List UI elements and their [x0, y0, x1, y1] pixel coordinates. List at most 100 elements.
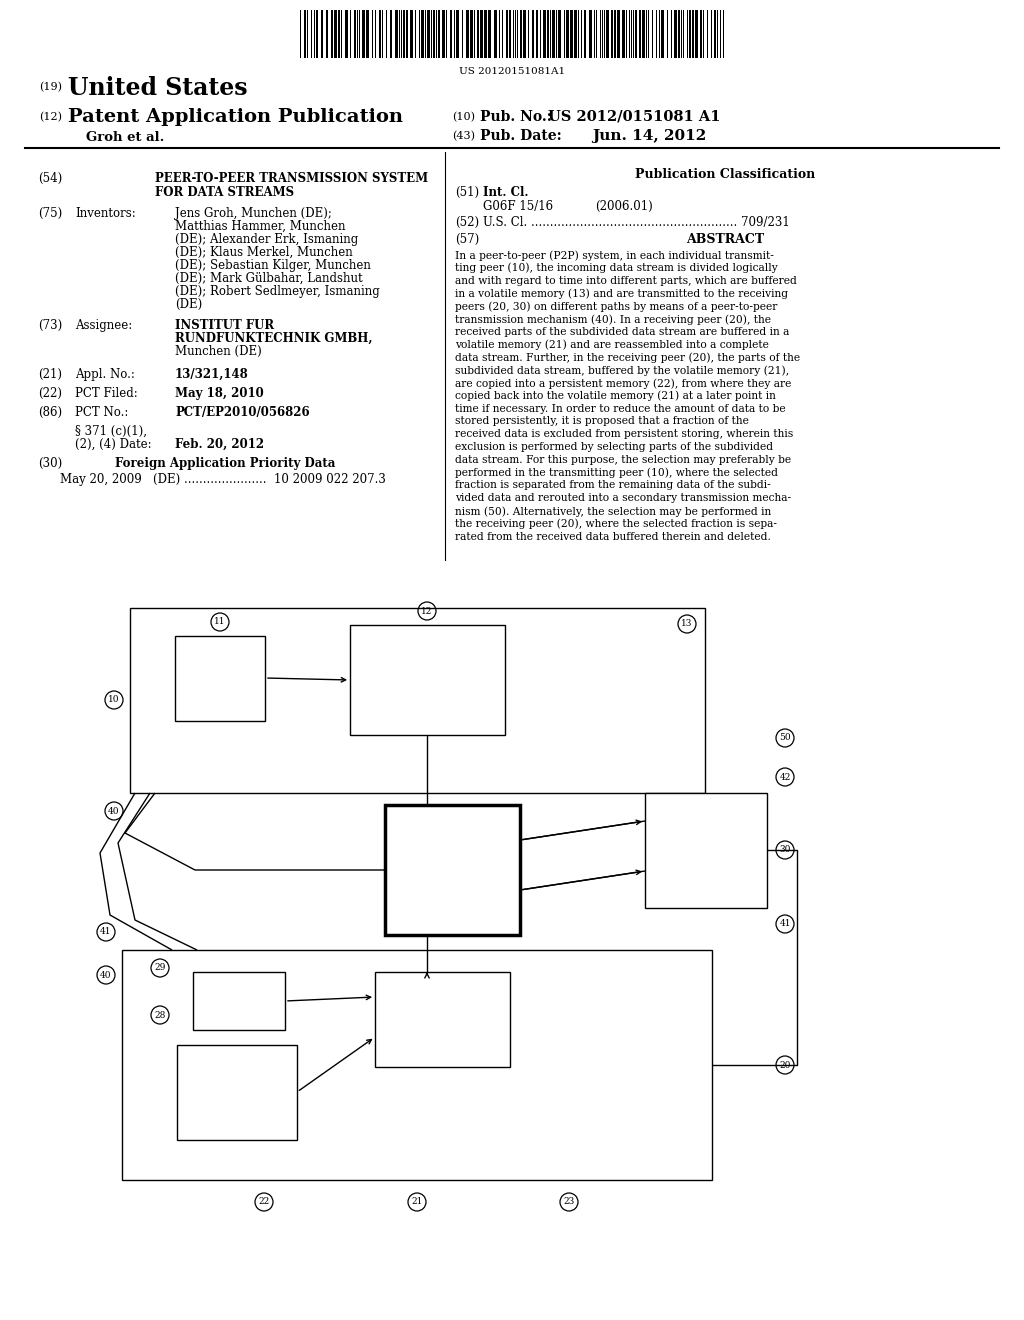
Bar	[503, 11, 506, 58]
Text: (57): (57)	[455, 234, 479, 246]
Bar	[376, 11, 379, 58]
Text: (51): (51)	[455, 186, 479, 199]
Bar	[614, 11, 616, 58]
Bar	[351, 11, 354, 58]
Bar	[348, 11, 350, 58]
Text: copied back into the volatile memory (21) at a later point in: copied back into the volatile memory (21…	[455, 391, 776, 401]
Bar	[547, 11, 549, 58]
Text: (DE); Mark Gülbahar, Landshut: (DE); Mark Gülbahar, Landshut	[175, 272, 362, 285]
Bar	[609, 11, 611, 58]
Text: Pub. Date:: Pub. Date:	[480, 129, 562, 143]
Bar	[497, 11, 499, 58]
Bar	[541, 11, 543, 58]
Bar	[708, 11, 711, 58]
Bar	[506, 11, 508, 58]
Bar	[523, 11, 526, 58]
Bar	[387, 11, 390, 58]
Text: (19): (19)	[39, 82, 62, 92]
Text: 13/321,148: 13/321,148	[175, 368, 249, 381]
Bar	[721, 11, 723, 58]
Text: subdivided data stream, buffered by the volatile memory (21),: subdivided data stream, buffered by the …	[455, 366, 790, 376]
Bar	[477, 11, 479, 58]
Bar	[582, 11, 584, 58]
Bar	[678, 11, 680, 58]
Text: time if necessary. In order to reduce the amount of data to be: time if necessary. In order to reduce th…	[455, 404, 785, 413]
Bar	[383, 11, 386, 58]
Text: (86): (86)	[38, 407, 62, 418]
Bar	[301, 11, 304, 58]
Text: in a volatile memory (13) and are transmitted to the receiving: in a volatile memory (13) and are transm…	[455, 288, 788, 298]
Text: vided data and rerouted into a secondary transmission mecha-: vided data and rerouted into a secondary…	[455, 494, 792, 503]
Bar	[442, 11, 445, 58]
Bar	[645, 793, 767, 908]
Bar	[416, 11, 419, 58]
Text: United States: United States	[68, 77, 248, 100]
Bar	[684, 11, 687, 58]
Bar	[450, 11, 452, 58]
Text: 13: 13	[681, 619, 692, 628]
Text: transmission mechanism (40). In a receiving peer (20), the: transmission mechanism (40). In a receiv…	[455, 314, 771, 325]
Text: U.S. Cl. ....................................................... 709/231: U.S. Cl. ...............................…	[483, 216, 790, 228]
Text: 29: 29	[155, 964, 166, 973]
Text: (10): (10)	[452, 112, 475, 123]
Bar	[526, 11, 528, 58]
Text: (12): (12)	[39, 112, 62, 123]
Bar	[597, 11, 600, 58]
Text: performed in the transmitting peer (10), where the selected: performed in the transmitting peer (10),…	[455, 467, 778, 478]
Bar	[520, 11, 522, 58]
Bar	[490, 11, 494, 58]
Bar	[447, 11, 450, 58]
Text: Appl. No.:: Appl. No.:	[75, 368, 135, 381]
Bar	[668, 11, 671, 58]
Bar	[637, 11, 639, 58]
Bar	[692, 11, 694, 58]
Text: (DE); Klaus Merkel, Munchen: (DE); Klaus Merkel, Munchen	[175, 246, 352, 259]
Bar	[561, 11, 564, 58]
Bar	[611, 11, 613, 58]
Text: G06F 15/16: G06F 15/16	[483, 201, 553, 213]
Bar	[689, 11, 691, 58]
Text: (DE): (DE)	[175, 298, 203, 312]
Bar	[350, 624, 505, 735]
Bar	[177, 1045, 297, 1140]
Text: 11: 11	[214, 618, 225, 627]
Bar	[456, 11, 459, 58]
Bar	[459, 11, 462, 58]
Bar	[331, 11, 333, 58]
Bar	[480, 11, 483, 58]
Bar	[538, 11, 540, 58]
Bar	[620, 11, 622, 58]
Text: Jens Groh, Munchen (DE);: Jens Groh, Munchen (DE);	[175, 207, 332, 220]
Bar	[705, 11, 707, 58]
Bar	[438, 11, 440, 58]
Bar	[385, 805, 520, 935]
Text: May 20, 2009   (DE) ......................  10 2009 022 207.3: May 20, 2009 (DE) ......................…	[60, 473, 386, 486]
Bar	[326, 11, 328, 58]
Text: nism (50). Alternatively, the selection may be performed in: nism (50). Alternatively, the selection …	[455, 506, 771, 516]
Text: (73): (73)	[38, 319, 62, 333]
Text: Int. Cl.: Int. Cl.	[483, 186, 528, 199]
Bar	[606, 11, 609, 58]
Bar	[334, 11, 337, 58]
Text: Inventors:: Inventors:	[75, 207, 136, 220]
Bar	[635, 11, 637, 58]
Bar	[617, 11, 620, 58]
Text: 41: 41	[100, 928, 112, 936]
Bar	[712, 11, 714, 58]
Text: Publication Classification: Publication Classification	[635, 168, 815, 181]
Bar	[653, 11, 656, 58]
Bar	[421, 11, 424, 58]
Text: 10: 10	[109, 696, 120, 705]
Bar	[500, 11, 502, 58]
Text: Assignee:: Assignee:	[75, 319, 132, 333]
Text: data stream. For this purpose, the selection may preferably be: data stream. For this purpose, the selec…	[455, 455, 792, 465]
Bar	[672, 11, 674, 58]
Text: (DE); Sebastian Kilger, Munchen: (DE); Sebastian Kilger, Munchen	[175, 259, 371, 272]
Bar	[488, 11, 490, 58]
Bar	[175, 636, 265, 721]
Bar	[558, 11, 561, 58]
Text: Foreign Application Priority Data: Foreign Application Priority Data	[115, 457, 336, 470]
Bar	[406, 11, 408, 58]
Bar	[427, 11, 430, 58]
Bar	[532, 11, 534, 58]
